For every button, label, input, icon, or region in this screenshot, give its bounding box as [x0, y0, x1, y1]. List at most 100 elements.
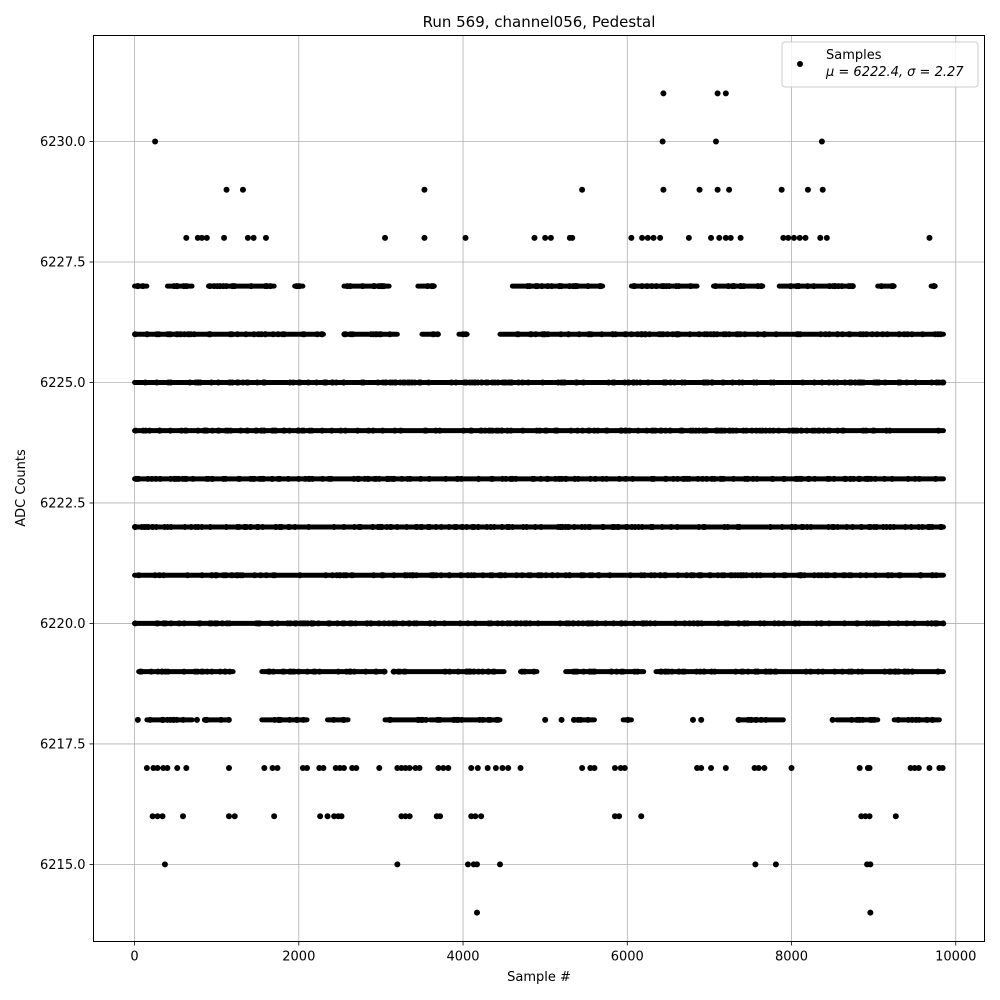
sample-point — [826, 331, 833, 338]
sample-point — [638, 283, 645, 290]
sample-point — [369, 524, 376, 531]
sample-point — [804, 283, 811, 290]
sample-point — [897, 572, 904, 579]
sample-point — [496, 861, 503, 868]
sample-point — [786, 427, 793, 434]
sample-point — [247, 524, 254, 531]
sample-point — [860, 427, 867, 434]
sample-point — [180, 283, 187, 290]
sample-point — [180, 716, 187, 723]
sample-point — [938, 524, 945, 531]
sample-point — [272, 427, 279, 434]
sample-point — [790, 234, 797, 241]
sample-point — [576, 331, 583, 338]
sample-point — [274, 765, 281, 772]
sample-point — [798, 427, 805, 434]
sample-point — [396, 668, 403, 675]
sample-point — [932, 331, 939, 338]
sample-point — [281, 668, 288, 675]
sample-point — [699, 475, 706, 482]
sample-point — [394, 861, 401, 868]
sample-point — [856, 765, 863, 772]
sample-point — [295, 475, 302, 482]
sample-point — [531, 234, 538, 241]
sample-point — [362, 668, 369, 675]
sample-point — [775, 427, 782, 434]
sample-point — [630, 283, 637, 290]
sample-point — [652, 427, 659, 434]
sample-point — [193, 716, 200, 723]
sample-point — [605, 379, 612, 386]
sample-point — [135, 572, 142, 579]
sample-point — [432, 620, 439, 627]
sample-point — [768, 668, 775, 675]
sample-point — [681, 475, 688, 482]
sample-point — [216, 427, 223, 434]
sample-point — [590, 668, 597, 675]
sample-point — [312, 668, 319, 675]
sample-point — [159, 813, 166, 820]
sample-point — [204, 668, 211, 675]
sample-point — [350, 475, 357, 482]
sample-point — [575, 620, 582, 627]
sample-point — [810, 283, 817, 290]
sample-point — [430, 331, 437, 338]
sample-point — [602, 620, 609, 627]
sample-point — [631, 620, 638, 627]
sample-point — [719, 379, 726, 386]
sample-point — [728, 572, 735, 579]
sample-point — [469, 524, 476, 531]
sample-point — [881, 475, 888, 482]
sample-point — [811, 572, 818, 579]
sample-point — [722, 90, 729, 97]
sample-point — [588, 620, 595, 627]
sample-point — [673, 331, 680, 338]
sample-point — [404, 572, 411, 579]
sample-point — [608, 668, 615, 675]
sample-point — [757, 427, 764, 434]
sample-point — [153, 379, 160, 386]
sample-point — [517, 620, 524, 627]
sample-point — [556, 283, 563, 290]
sample-point — [751, 765, 758, 772]
sample-point — [676, 668, 683, 675]
sample-point — [687, 427, 694, 434]
sample-point — [221, 234, 228, 241]
sample-point — [794, 475, 801, 482]
sample-point — [884, 572, 891, 579]
sample-point — [338, 813, 345, 820]
sample-point — [843, 524, 850, 531]
sample-point — [911, 765, 918, 772]
sample-point — [263, 572, 270, 579]
sample-point — [275, 475, 282, 482]
sample-point — [498, 572, 505, 579]
sample-point — [547, 234, 554, 241]
sample-point — [181, 620, 188, 627]
sample-point — [621, 765, 628, 772]
sample-point — [773, 331, 780, 338]
sample-point — [933, 379, 940, 386]
sample-point — [895, 716, 902, 723]
sample-point — [769, 475, 776, 482]
sample-point — [167, 475, 174, 482]
sample-point — [231, 283, 238, 290]
sample-point — [134, 716, 141, 723]
sample-point — [392, 379, 399, 386]
sample-point — [531, 475, 538, 482]
y-axis: 6215.0 6217.5 6220.0 6222.5 6225.0 6227.5 6230… — [40, 135, 94, 873]
sample-point — [368, 331, 375, 338]
sample-point — [167, 379, 174, 386]
sample-point — [157, 475, 164, 482]
sample-point — [639, 234, 646, 241]
sample-point — [664, 331, 671, 338]
sample-point — [890, 283, 897, 290]
sample-point — [826, 379, 833, 386]
sample-point — [379, 283, 386, 290]
sample-point — [244, 427, 251, 434]
sample-point — [217, 668, 224, 675]
sample-point — [548, 283, 555, 290]
sample-point — [300, 331, 307, 338]
sample-point — [386, 331, 393, 338]
data-points — [131, 90, 947, 916]
sample-point — [811, 379, 818, 386]
